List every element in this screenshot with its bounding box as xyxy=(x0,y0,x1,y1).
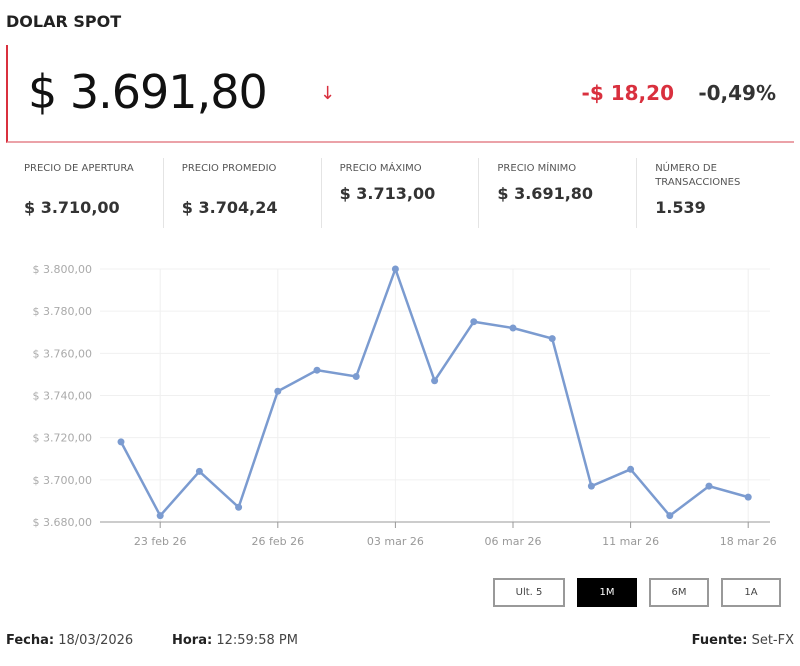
x-tick-label: 03 mar 26 xyxy=(367,535,424,548)
range-button-1m[interactable]: 1M xyxy=(577,578,637,607)
data-point xyxy=(117,438,125,446)
price-line xyxy=(119,265,749,518)
y-tick-label: $ 3.800,00 xyxy=(33,263,92,276)
data-point xyxy=(391,265,399,273)
data-point xyxy=(352,373,360,381)
stat-transactions: Número de transacciones 1.539 xyxy=(636,158,794,228)
y-tick-label: $ 3.680,00 xyxy=(33,516,92,529)
stat-label: Número de transacciones xyxy=(655,163,741,188)
arrow-down-icon: ↓ xyxy=(320,83,336,104)
source-label: Fuente: xyxy=(691,633,748,648)
stat-label: Precio mínimo xyxy=(497,163,577,174)
data-point xyxy=(587,482,595,490)
stat-value: $ 3.704,24 xyxy=(181,198,278,217)
x-tick-label: 23 feb 26 xyxy=(134,535,187,548)
y-tick-label: $ 3.720,00 xyxy=(33,432,92,445)
y-tick-label: $ 3.780,00 xyxy=(33,305,92,318)
data-point xyxy=(470,318,478,326)
data-point xyxy=(431,377,439,385)
stat-opening: Precio de apertura $ 3.710,00 xyxy=(6,158,163,228)
y-tick-label: $ 3.700,00 xyxy=(33,474,92,487)
data-point xyxy=(313,366,321,374)
y-tick-label: $ 3.760,00 xyxy=(33,347,92,360)
stat-label: Precio máximo xyxy=(339,163,422,174)
range-button-6m[interactable]: 6M xyxy=(649,578,709,607)
stat-max: Precio máximo $ 3.713,00 xyxy=(320,158,479,228)
price-chart: $ 3.680,00 $ 3.700,00 $ 3.720,00 $ 3.740,00… xyxy=(33,263,777,548)
stat-value: $ 3.691,80 xyxy=(497,184,594,203)
page-title: DOLAR SPOT xyxy=(6,12,122,31)
stat-label: Precio promedio xyxy=(181,163,277,174)
stats-row: Precio de apertura $ 3.710,00 Precio prom… xyxy=(6,158,794,228)
stat-value: $ 3.710,00 xyxy=(24,198,120,217)
stat-value: $ 3.713,00 xyxy=(339,184,436,203)
price-change: -$ 18,20 xyxy=(581,81,674,105)
x-tick-label: 26 feb 26 xyxy=(251,535,304,548)
time-value: 12:59:58 PM xyxy=(216,633,298,648)
range-button-1a[interactable]: 1A xyxy=(721,578,781,607)
data-point xyxy=(548,335,556,343)
data-point xyxy=(274,387,282,395)
x-tick-label: 11 mar 26 xyxy=(602,535,659,548)
data-point xyxy=(235,503,243,511)
time-label: Hora: xyxy=(172,633,213,648)
footer-source: Fuente: Set-FX xyxy=(692,633,794,648)
x-tick-label: 06 mar 26 xyxy=(485,535,542,548)
stat-average: Precio promedio $ 3.704,24 xyxy=(162,158,321,228)
source-value: Set-FX xyxy=(751,633,794,648)
range-selector: Ult. 5 1M 6M 1A xyxy=(493,578,781,607)
data-point xyxy=(666,512,674,520)
current-price: $ 3.691,80 xyxy=(28,65,268,119)
footer-time: Hora: 12:59:58 PM xyxy=(172,633,298,648)
date-value: 18/03/2026 xyxy=(58,633,134,648)
stat-label: Precio de apertura xyxy=(24,163,134,174)
footer-date: Fecha: 18/03/2026 xyxy=(6,633,133,648)
price-box: $ 3.691,80 ↓ -$ 18,20 -0,49% xyxy=(6,45,794,143)
data-point xyxy=(627,465,635,473)
stat-min: Precio mínimo $ 3.691,80 xyxy=(478,158,636,228)
data-point xyxy=(195,467,203,475)
y-tick-label: $ 3.740,00 xyxy=(33,390,92,403)
stat-value: 1.539 xyxy=(655,198,706,217)
price-change-percent: -0,49% xyxy=(698,81,776,105)
data-point xyxy=(705,482,713,490)
range-button-ult5[interactable]: Ult. 5 xyxy=(493,578,565,607)
x-tick-label: 18 mar 26 xyxy=(720,535,777,548)
date-label: Fecha: xyxy=(6,633,55,648)
data-point xyxy=(156,512,164,520)
data-point xyxy=(744,493,752,501)
data-point xyxy=(509,324,517,332)
